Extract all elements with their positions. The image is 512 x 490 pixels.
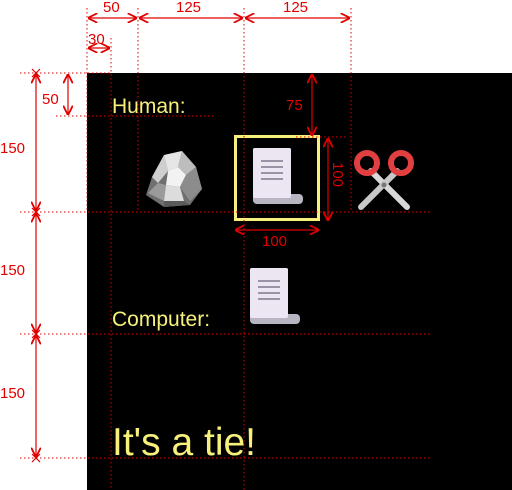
dim-top-spacing-2: 125 [283,0,308,16]
scissors-choice[interactable] [349,145,419,215]
game-canvas [87,73,512,490]
result-text: It's a tie! [112,421,257,464]
paper-choice-selected[interactable] [234,135,320,221]
computer-choice [234,258,314,338]
dim-top-left-inner: 30 [88,31,105,48]
computer-label: Computer: [112,308,211,331]
dim-row-1: 150 [0,140,25,157]
paper-scroll-icon [250,268,300,324]
dim-top-spacing-1: 125 [176,0,201,16]
dim-human-label-offset: 50 [42,91,59,108]
scissors-icon [354,150,414,210]
dim-row-3: 150 [0,385,25,402]
paper-scroll-icon [253,148,303,204]
dim-top-left-offset: 50 [103,0,120,16]
human-label: Human: [112,95,186,118]
dim-row-2: 150 [0,262,25,279]
rock-choice[interactable] [138,143,208,213]
rock-icon [146,151,202,207]
